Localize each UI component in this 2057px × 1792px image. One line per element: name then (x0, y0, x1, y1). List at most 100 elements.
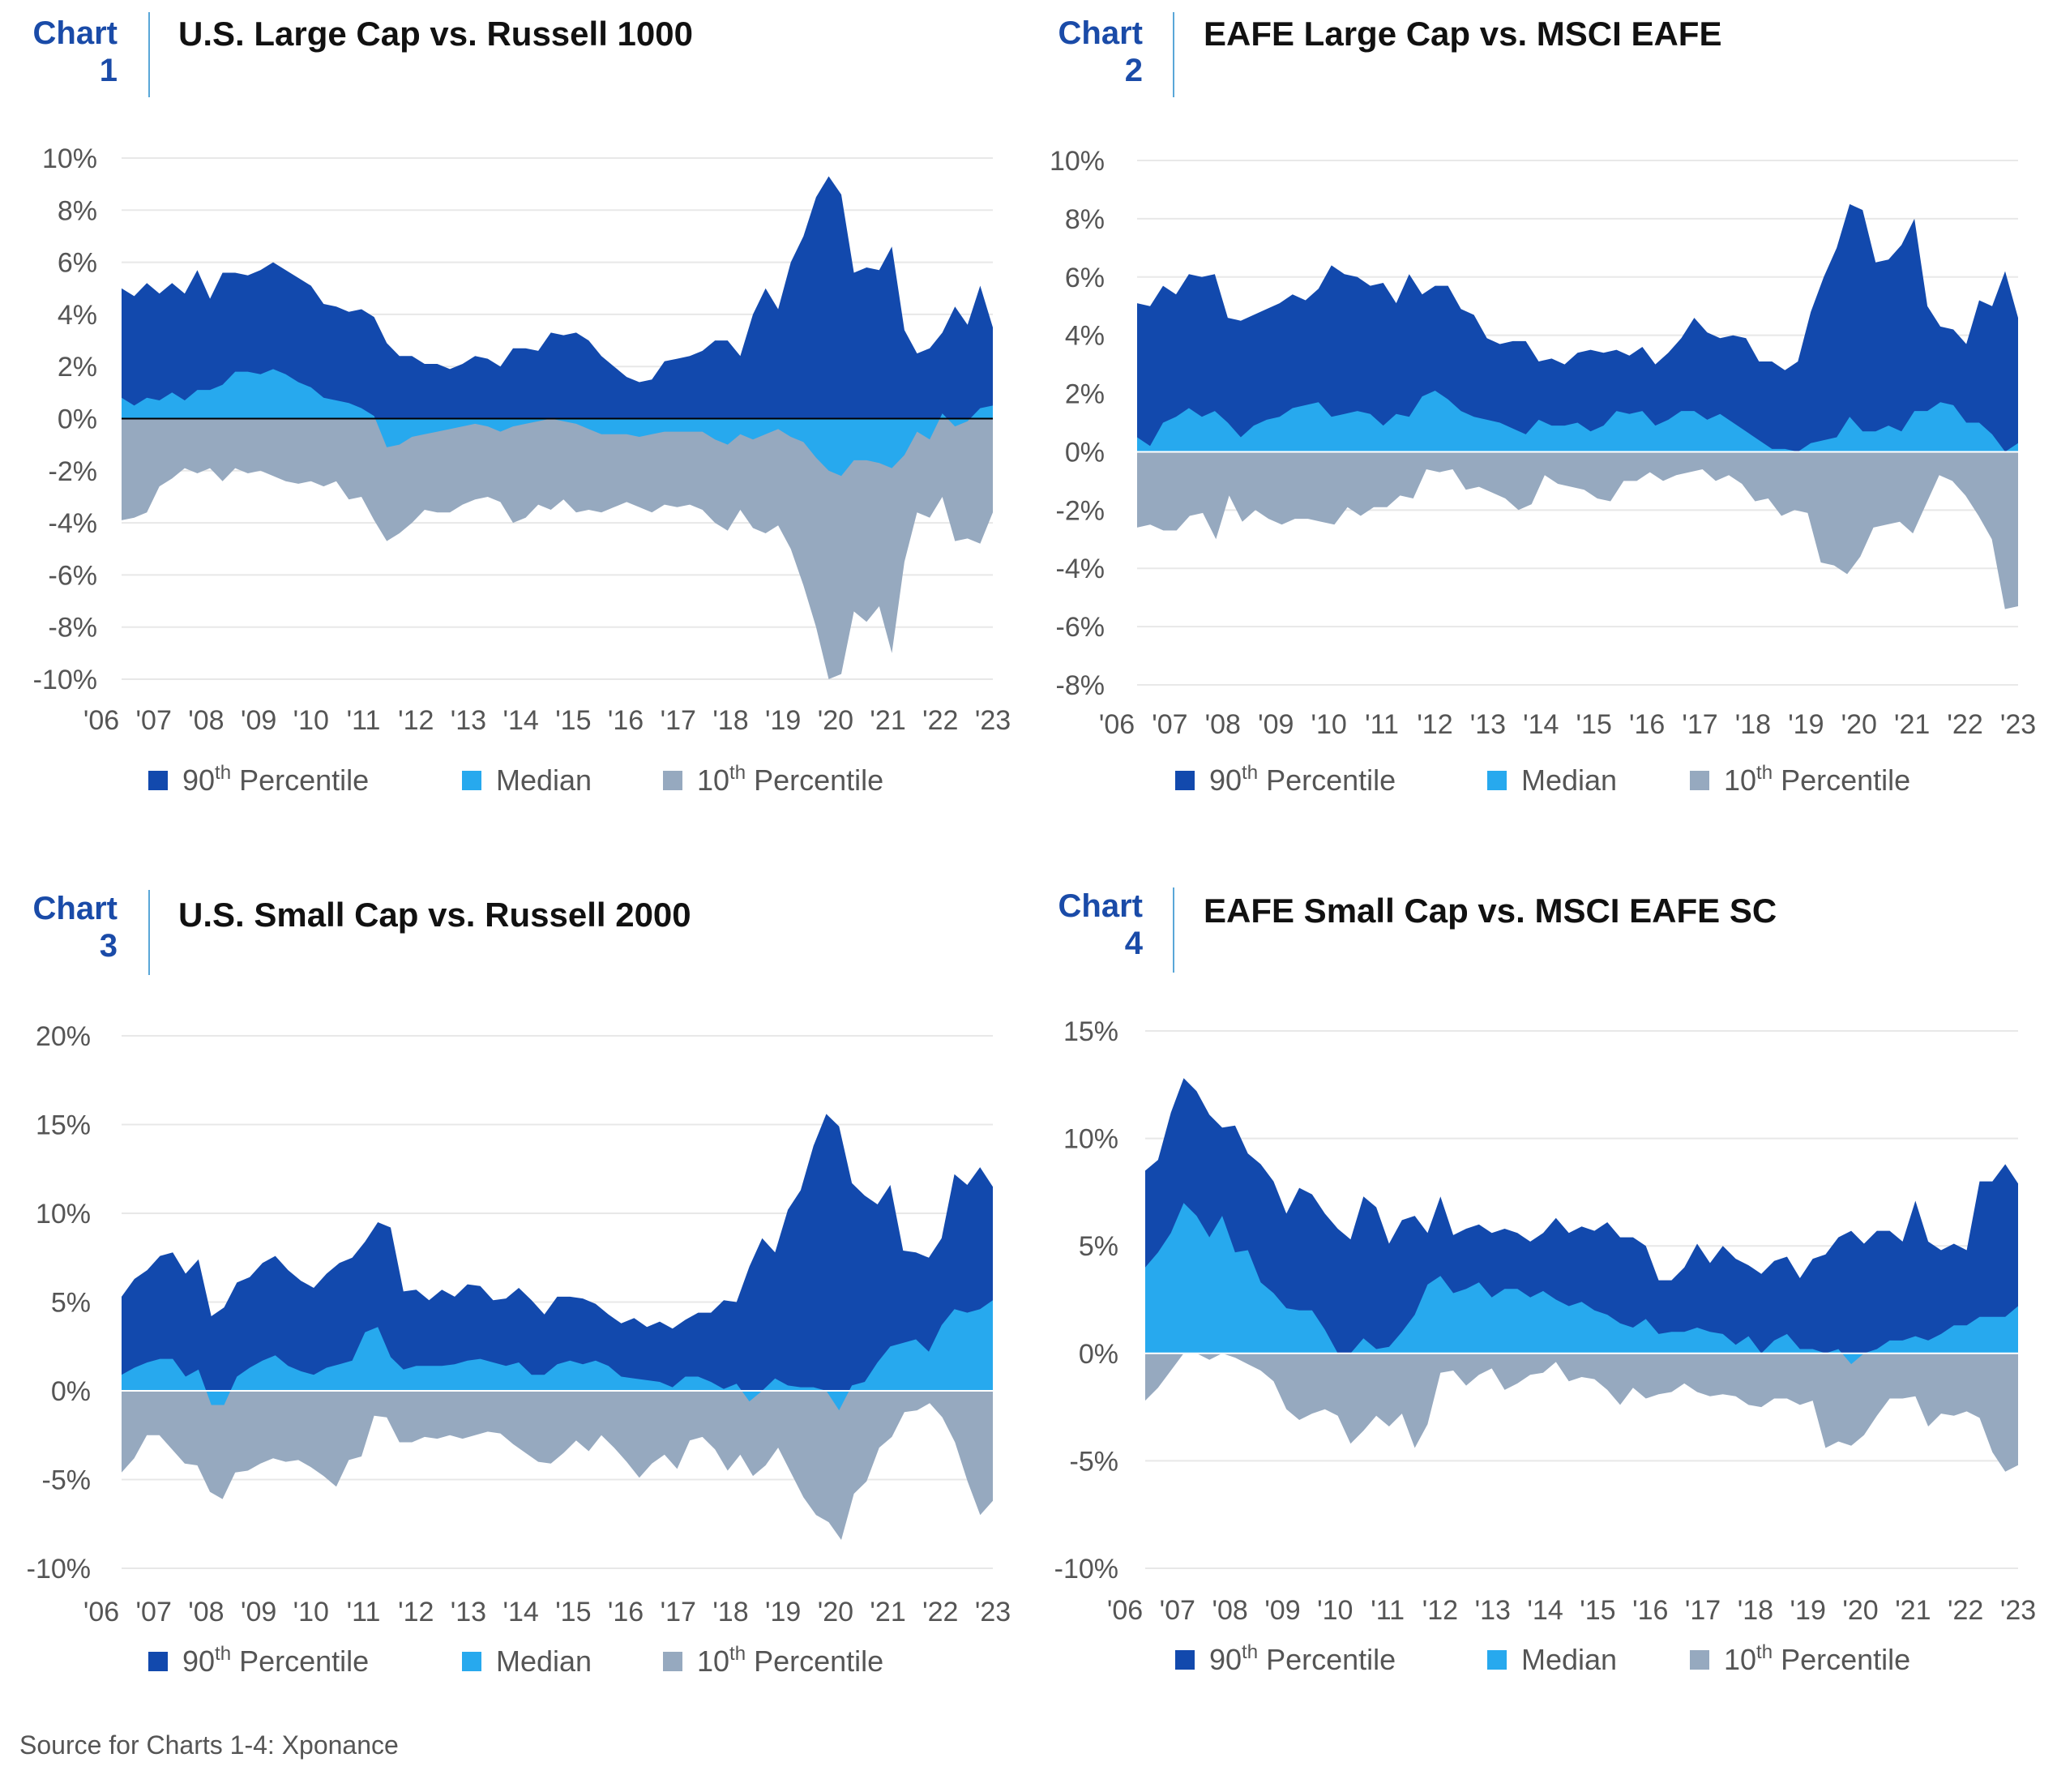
legend-label-p90: 90th Percentile (1209, 762, 1396, 797)
x-tick-label: '10 (293, 705, 329, 736)
y-tick-label: 10% (1063, 1124, 1118, 1155)
x-tick-label: '15 (1576, 709, 1612, 740)
legend-label-median: Median (1521, 763, 1617, 797)
y-tick-label: -4% (1056, 554, 1105, 584)
x-tick-label: '08 (1205, 709, 1241, 740)
y-tick-label: 4% (58, 300, 97, 331)
x-tick-label: '22 (922, 1597, 958, 1627)
legend-label-p10: 10th Percentile (697, 762, 883, 797)
source-note: Source for Charts 1-4: Xponance (19, 1730, 399, 1760)
chart-title: EAFE Small Cap vs. MSCI EAFE SC (1204, 892, 1777, 930)
y-tick-label: -2% (49, 456, 97, 487)
x-tick-label: '18 (1738, 1595, 1773, 1626)
y-tick-label: 10% (36, 1199, 91, 1230)
y-tick-label: 8% (1065, 204, 1105, 235)
y-tick-label: 10% (1050, 146, 1105, 177)
legend-swatch-p90 (1175, 771, 1195, 790)
legend-swatch-median (462, 771, 481, 790)
x-tick-label: '15 (1580, 1595, 1615, 1626)
median-area (1137, 391, 2018, 452)
median-area (1145, 1203, 2018, 1365)
x-tick-label: '23 (975, 705, 1011, 736)
y-tick-label: -10% (27, 1554, 91, 1585)
y-tick-label: 5% (1079, 1231, 1118, 1262)
x-tick-label: '20 (818, 705, 853, 736)
x-tick-label: '11 (347, 1597, 381, 1627)
y-tick-label: 6% (1065, 263, 1105, 293)
x-tick-label: '20 (1841, 709, 1877, 740)
x-tick-label: '15 (555, 705, 591, 736)
x-tick-label: '16 (1632, 1595, 1668, 1626)
legend-swatch-p90 (1175, 1650, 1195, 1670)
legend-label-median: Median (496, 763, 592, 797)
y-tick-label: -2% (1056, 495, 1105, 526)
x-tick-label: '06 (1107, 1595, 1143, 1626)
y-tick-label: -8% (49, 613, 97, 644)
x-tick-label: '11 (1365, 709, 1399, 740)
x-tick-label: '14 (1527, 1595, 1563, 1626)
header-divider (1173, 887, 1174, 973)
x-tick-label: '06 (1099, 709, 1135, 740)
x-tick-label: '09 (1258, 709, 1294, 740)
y-tick-label: -6% (49, 560, 97, 591)
y-tick-label: -8% (1056, 670, 1105, 701)
x-tick-label: '16 (608, 1597, 644, 1627)
legend-swatch-p90 (148, 1652, 168, 1671)
chart-number-label: Chart 1 (0, 15, 118, 89)
x-tick-label: '09 (241, 1597, 276, 1627)
x-tick-label: '12 (398, 705, 434, 736)
y-tick-label: -10% (1054, 1554, 1118, 1585)
x-tick-label: '21 (870, 1597, 905, 1627)
x-tick-label: '08 (188, 1597, 224, 1627)
y-tick-label: 2% (1065, 379, 1105, 410)
y-tick-label: 0% (1065, 437, 1105, 468)
p10-area (1137, 451, 2018, 609)
y-tick-label: -4% (49, 508, 97, 539)
p90-area (1145, 1078, 2018, 1354)
x-tick-label: '19 (1788, 709, 1824, 740)
x-tick-label: '14 (1523, 709, 1559, 740)
x-tick-label: '19 (765, 705, 801, 736)
chart-number: 3 (99, 928, 118, 964)
chart-4-plot: 15% 10% 5% 0% -5% -10% '06 '07 '08 '09 '10 '11 '12 '1… (1054, 1016, 2037, 1676)
legend-label-p90: 90th Percentile (182, 1643, 369, 1678)
legend-swatch-p10 (663, 1652, 682, 1671)
chart-1-plot: 10% 8% 6% 4% 2% 0% -2% -4% -6% -8% -10% '06 '07 '08 '0… (33, 143, 1011, 797)
x-tick-label: '07 (1160, 1595, 1195, 1626)
x-tick-label: '07 (136, 705, 172, 736)
legend-swatch-p90 (148, 771, 168, 790)
x-tick-label: '23 (2000, 709, 2036, 740)
chart-number-label: Chart 2 (1021, 15, 1143, 89)
chart-3-plot: 20% 15% 10% 5% 0% -5% -10% '06 '07 '08 '09 '10 '11 '1… (27, 1021, 1011, 1678)
p10-area (122, 1391, 993, 1540)
x-tick-label: '23 (975, 1597, 1011, 1627)
x-tick-label: '06 (83, 705, 119, 736)
y-tick-label: 6% (58, 248, 97, 279)
y-tick-label: 0% (1079, 1339, 1118, 1370)
x-tick-label: '14 (502, 1597, 538, 1627)
x-tick-label: '09 (1264, 1595, 1300, 1626)
x-tick-label: '19 (765, 1597, 801, 1627)
y-tick-label: -5% (42, 1465, 91, 1496)
chart-number-label: Chart 4 (1021, 887, 1143, 962)
header-divider (148, 890, 150, 975)
p10-area (1145, 1353, 2018, 1472)
chart-title: U.S. Small Cap vs. Russell 2000 (178, 896, 691, 934)
p90-area (122, 1114, 993, 1391)
chart-word: Chart (1058, 15, 1143, 51)
y-tick-label: 0% (58, 404, 97, 435)
x-tick-label: '10 (1311, 709, 1346, 740)
x-tick-label: '10 (293, 1597, 329, 1627)
p10-area (122, 418, 993, 679)
median-area (122, 369, 993, 477)
legend-swatch-p10 (1690, 771, 1709, 790)
x-tick-label: '12 (1417, 709, 1452, 740)
legend-label-median: Median (496, 1644, 592, 1678)
y-tick-label: -5% (1070, 1446, 1118, 1477)
x-tick-label: '12 (398, 1597, 434, 1627)
x-tick-label: '16 (1629, 709, 1665, 740)
x-tick-label: '22 (1947, 709, 1982, 740)
x-tick-label: '13 (1475, 1595, 1511, 1626)
y-tick-label: 20% (36, 1021, 91, 1052)
